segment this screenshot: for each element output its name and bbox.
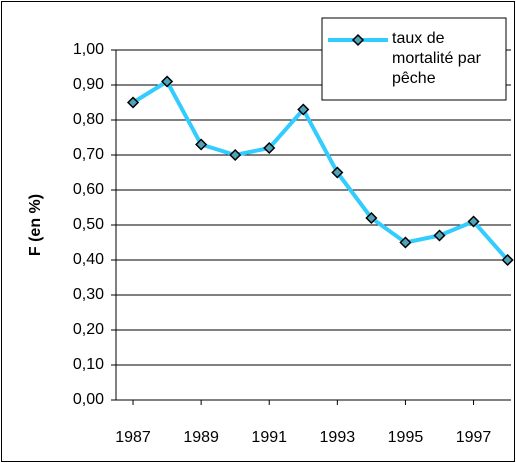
y-tick-label: 0,60 [73,181,104,198]
y-tick-label: 0,70 [73,146,104,163]
marker [263,141,276,155]
marker [126,96,140,109]
marker [229,148,242,162]
y-tick-label: 1,00 [73,41,104,58]
line [131,79,510,262]
y-tick-label: 0,10 [73,356,104,373]
x-tick-label: 1993 [320,429,356,446]
legend-entry: taux de mortalité par pêche [392,30,481,87]
y-tick-label: 0,20 [73,321,104,338]
marker [297,103,310,116]
marker [399,236,412,249]
marker [161,75,174,88]
x-tick-label: 1995 [388,429,424,446]
x-tick-label: 1987 [115,429,151,446]
marker [331,166,344,179]
x-tick-label: 1997 [456,429,492,446]
y-tick-label: 0,00 [73,391,104,408]
marker [467,215,480,228]
marker [195,138,208,151]
y-tick-label: 0,40 [73,251,104,268]
legend-marker [351,33,365,47]
marker [365,211,378,225]
y-axis-label: F (en %) [27,194,44,256]
marker [501,253,514,267]
y-tick-label: 0,30 [73,286,104,303]
y-tick-label: 0,80 [73,111,104,128]
legend-box [321,17,507,101]
x-tick-label: 1991 [251,429,287,446]
y-tick-label: 0,50 [73,216,104,233]
marker [433,229,446,242]
y-tick-label: 0,90 [73,76,104,93]
legend-label: taux de mortalité par pêche [392,30,481,87]
x-tick-label: 1989 [183,429,219,446]
